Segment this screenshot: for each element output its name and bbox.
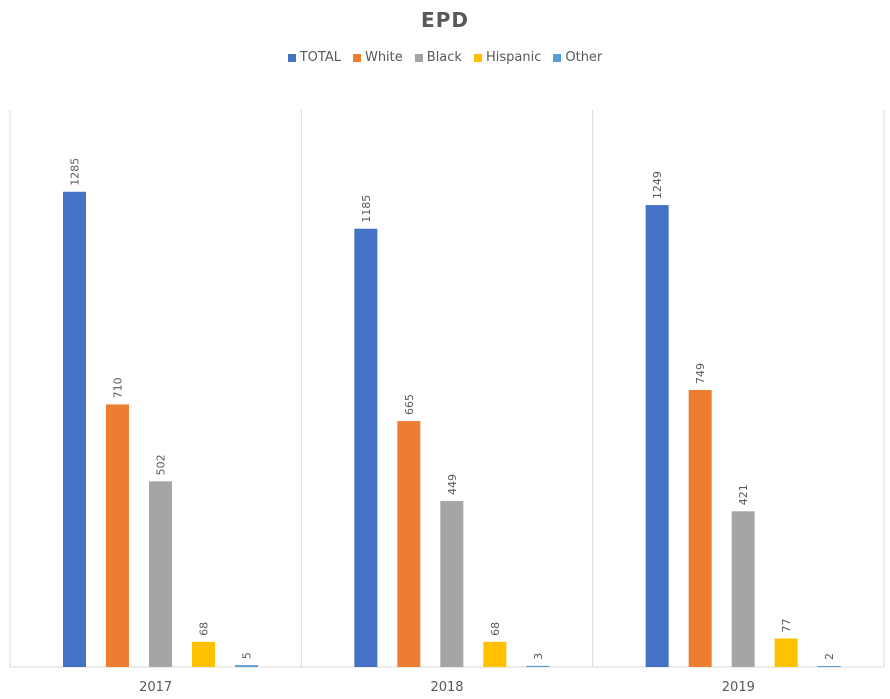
legend-swatch xyxy=(287,53,296,62)
data-label: 1185 xyxy=(360,195,373,223)
data-label: 1249 xyxy=(651,171,664,199)
legend-item-white: White xyxy=(352,50,403,65)
bar-other-2019 xyxy=(817,666,841,667)
bar-hispanic-2018 xyxy=(483,641,507,667)
bar-other-2018 xyxy=(526,665,550,667)
data-label: 502 xyxy=(155,454,168,475)
bar-black-2017 xyxy=(149,481,172,667)
bar-white-2019 xyxy=(688,389,712,667)
bar-total-2018 xyxy=(354,228,378,668)
data-label: 2 xyxy=(823,653,836,660)
legend-swatch xyxy=(553,53,562,62)
legend-swatch xyxy=(352,53,361,62)
data-label: 449 xyxy=(446,474,459,495)
data-label: 77 xyxy=(780,619,793,633)
legend-swatch xyxy=(473,53,482,62)
legend-item-hispanic: Hispanic xyxy=(473,50,542,65)
bar-total-2017 xyxy=(63,191,86,668)
data-label: 1285 xyxy=(69,158,82,186)
legend-item-total: TOTAL xyxy=(287,50,341,65)
legend-label: TOTAL xyxy=(299,50,341,65)
data-label: 3 xyxy=(532,653,545,660)
bar-total-2019 xyxy=(645,205,669,667)
data-label: 68 xyxy=(489,622,502,636)
bar-black-2018 xyxy=(440,500,464,667)
legend-label: Black xyxy=(426,50,462,65)
legend-item-other: Other xyxy=(553,50,602,65)
bar-hispanic-2017 xyxy=(192,641,215,667)
legend-label: Other xyxy=(565,50,603,65)
data-label: 421 xyxy=(737,484,750,505)
bar-white-2018 xyxy=(397,421,421,667)
data-label: 749 xyxy=(694,363,707,384)
bar-black-2019 xyxy=(731,511,755,667)
bar-hispanic-2019 xyxy=(774,638,798,667)
data-label: 665 xyxy=(403,394,416,415)
x-tick-label: 2018 xyxy=(430,680,463,695)
x-tick-label: 2019 xyxy=(722,680,755,695)
data-label: 5 xyxy=(241,652,254,659)
legend-label: Hispanic xyxy=(485,50,542,65)
data-label: 68 xyxy=(198,622,211,636)
chart-legend: TOTAL White Black Hispanic Other xyxy=(0,50,890,65)
data-label: 710 xyxy=(112,377,125,398)
legend-item-black: Black xyxy=(414,50,462,65)
bar-white-2017 xyxy=(106,404,129,667)
legend-label: White xyxy=(364,50,403,65)
x-tick-label: 2017 xyxy=(139,680,172,695)
bar-other-2017 xyxy=(235,665,258,667)
legend-swatch xyxy=(414,53,423,62)
chart-title: EPD xyxy=(421,8,469,32)
